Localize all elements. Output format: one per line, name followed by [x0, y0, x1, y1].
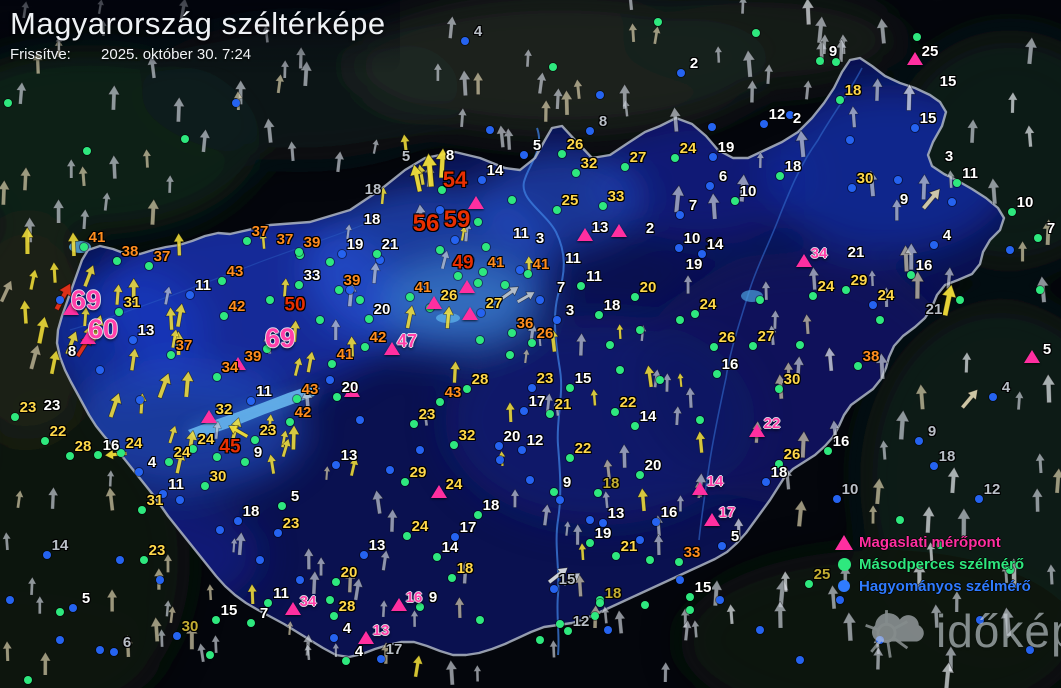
green-dot-icon — [835, 557, 853, 571]
legend-label: Másodperces szélmérő — [859, 555, 1025, 573]
legend-item-peak: Magaslati mérőpont — [835, 531, 1031, 553]
lake-tisza — [741, 290, 763, 302]
blue-dot-icon — [835, 580, 853, 592]
legend-item-persecond: Másodperces szélmérő — [835, 553, 1031, 575]
logo-text: időkép — [936, 605, 1061, 657]
idokep-logo: időkép — [858, 596, 1061, 666]
legend-label: Hagyományos szélmérő — [859, 577, 1031, 595]
map-legend: Magaslati mérőpont Másodperces szélmérő … — [835, 531, 1031, 597]
legend-item-traditional: Hagyományos szélmérő — [835, 575, 1031, 597]
updated-label: Frissítve: — [10, 46, 71, 63]
legend-label: Magaslati mérőpont — [859, 533, 1001, 551]
updated-value: 2025. október 30. 7:24 — [101, 46, 252, 63]
cloud-sun-icon — [865, 610, 924, 658]
map-header: Magyarország széltérképe Frissítve: 2025… — [0, 0, 400, 73]
page-title: Magyarország széltérképe — [10, 6, 386, 41]
updated-info: Frissítve: 2025. október 30. 7:24 — [10, 46, 386, 63]
lake-velence — [436, 313, 460, 323]
triangle-marker-icon — [835, 534, 853, 550]
